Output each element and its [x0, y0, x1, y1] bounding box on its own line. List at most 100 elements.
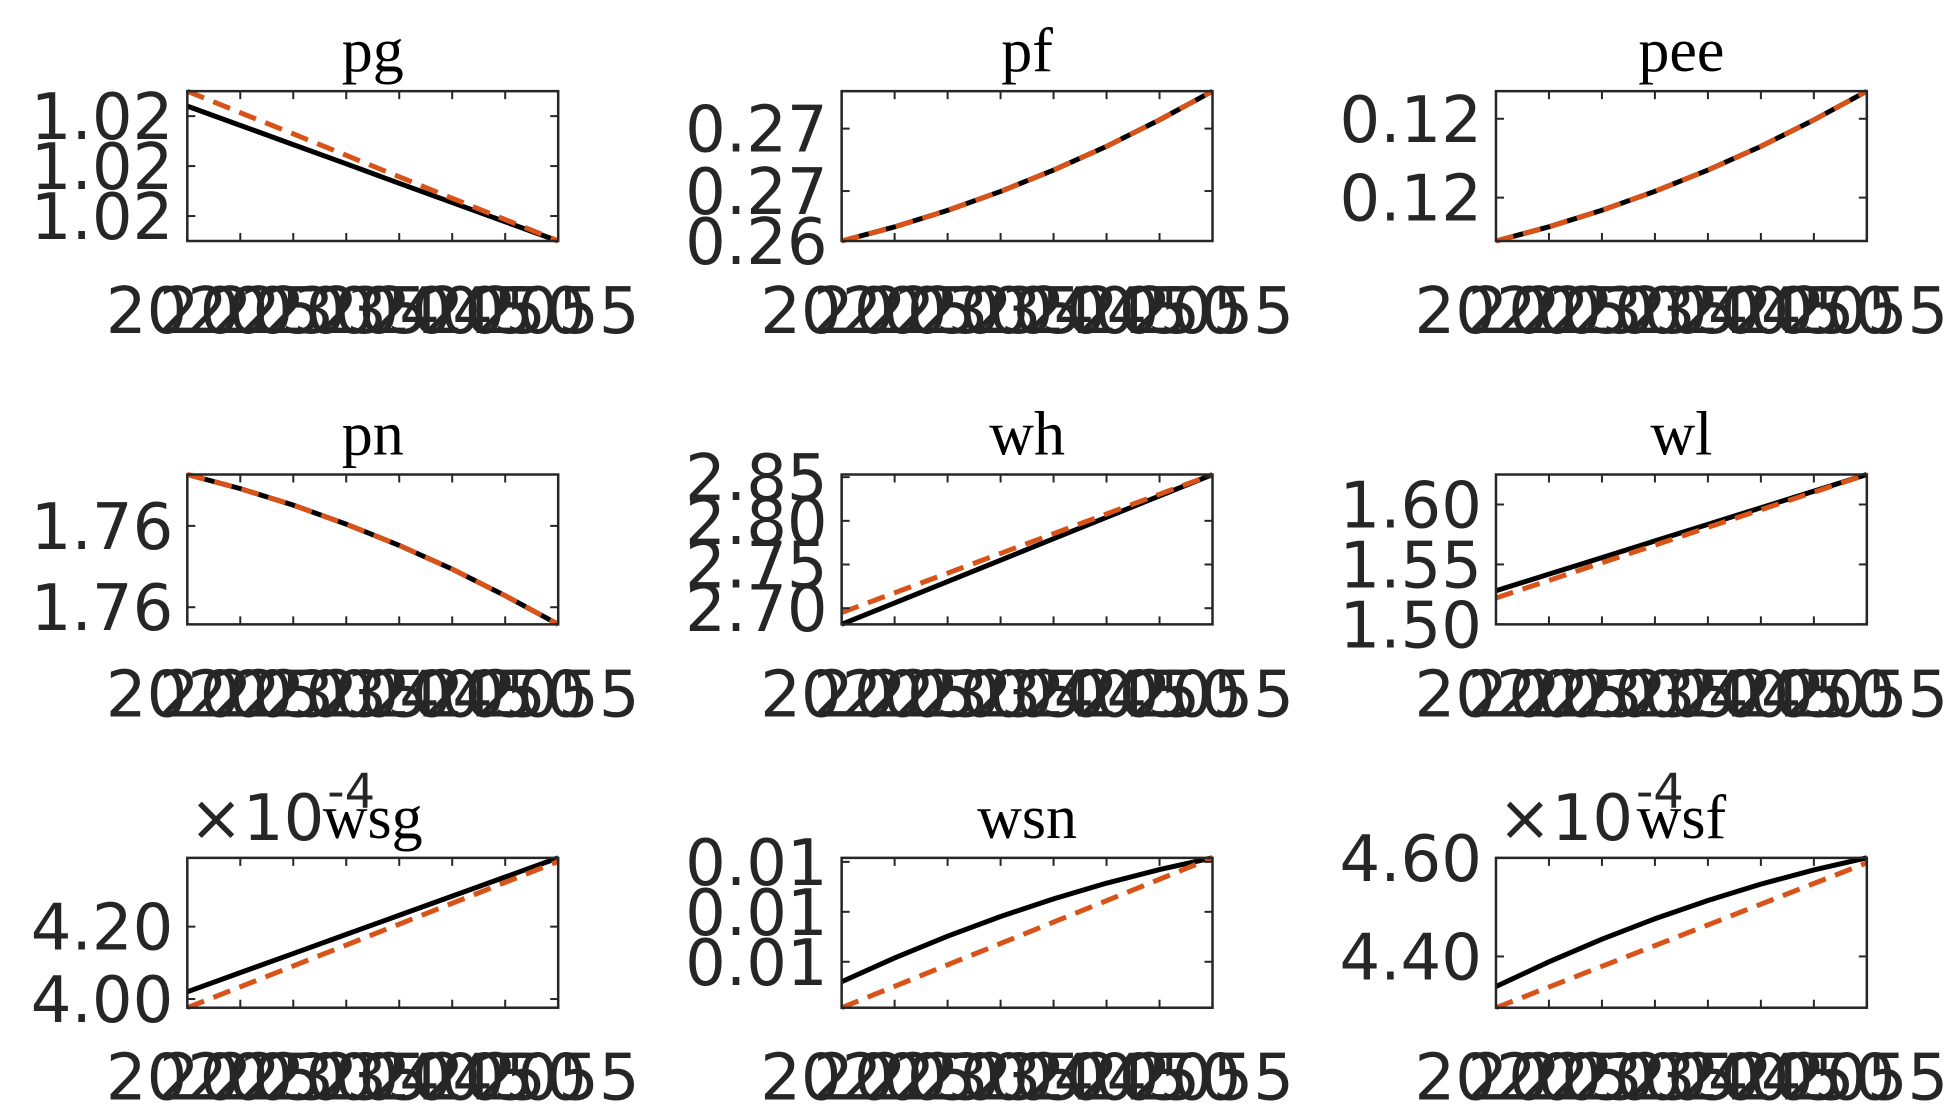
x-tick-label: 2055: [1785, 275, 1948, 349]
x-tick-label: 2040: [972, 275, 1135, 349]
x-tick-label: 2055: [1131, 1042, 1294, 1106]
x-tick-label: 2055: [477, 1042, 640, 1106]
series-line: [840, 88, 1214, 244]
x-tick-label: 2025: [1468, 658, 1631, 732]
y-tick-label: 4.60: [1339, 823, 1482, 897]
axes-box: [840, 89, 1214, 243]
subplot-title: wsg: [323, 784, 423, 852]
x-tick-label: 2045: [1679, 1042, 1842, 1106]
series-line: [186, 472, 560, 627]
x-tick-label: 2030: [866, 275, 1029, 349]
series-line: [186, 859, 560, 1011]
series-line: [1495, 860, 1868, 1011]
x-tick-label: 2045: [371, 1042, 534, 1106]
x-tick-label: 2025: [159, 658, 322, 732]
subplot-title: wsn: [977, 784, 1077, 852]
x-tick-label: 2050: [424, 1042, 587, 1106]
y-exponent: -4: [1636, 764, 1684, 820]
x-tick-label: 2040: [318, 658, 481, 732]
y-tick-label: 1.76: [31, 572, 174, 646]
axes-box: [1494, 89, 1869, 243]
x-tick-label: 2055: [1131, 658, 1294, 732]
x-tick-label: 2020: [760, 275, 923, 349]
x-tick-label: 2020: [1415, 658, 1578, 732]
series-line: [186, 855, 560, 995]
y-tick-label: 0.01: [685, 827, 828, 901]
x-tick-label: 2050: [1732, 1042, 1895, 1106]
y-tick-label: 0.01: [685, 877, 828, 951]
x-tick-label: 2030: [212, 275, 375, 349]
axes-box: [186, 856, 560, 1009]
x-tick-label: 2025: [159, 275, 322, 349]
y-tick-label: 4.20: [31, 892, 174, 966]
x-tick-label: 2055: [1785, 1042, 1948, 1106]
axes-box: [186, 89, 560, 243]
x-tick-label: 2035: [265, 1042, 428, 1106]
y-multiplier: ×10: [1498, 782, 1633, 856]
x-tick-label: 2035: [1573, 1042, 1736, 1106]
x-tick-label: 2040: [318, 275, 481, 349]
x-tick-label: 2020: [1415, 275, 1578, 349]
y-tick-label: 4.00: [31, 964, 174, 1038]
x-tick-label: 2020: [106, 658, 269, 732]
series-line: [1495, 88, 1869, 244]
series-line: [840, 855, 1214, 1011]
x-tick-label: 2035: [1573, 275, 1736, 349]
series-line: [1495, 472, 1868, 594]
x-tick-label: 2055: [1131, 275, 1294, 349]
x-tick-label: 2025: [159, 1042, 322, 1106]
subplot-title: pn: [342, 401, 404, 469]
x-tick-label: 2050: [424, 275, 587, 349]
x-tick-label: 2030: [866, 1042, 1029, 1106]
series-line: [1495, 88, 1869, 244]
subplot-title: wsf: [1637, 784, 1727, 852]
x-tick-label: 2025: [813, 658, 976, 732]
y-tick-label: 0.27: [685, 94, 828, 168]
y-exponent: -4: [327, 764, 375, 820]
x-tick-label: 2030: [1520, 275, 1683, 349]
y-tick-label: 4.40: [1339, 921, 1482, 995]
subplot-title: pg: [342, 17, 404, 85]
axes-box: [840, 856, 1214, 1009]
x-tick-label: 2055: [477, 658, 640, 732]
x-tick-label: 2025: [1468, 275, 1631, 349]
x-tick-label: 2020: [760, 1042, 923, 1106]
x-tick-label: 2020: [1415, 1042, 1578, 1106]
axes-box: [840, 473, 1214, 626]
x-tick-label: 2040: [972, 658, 1135, 732]
x-tick-label: 2020: [106, 275, 269, 349]
x-tick-label: 2050: [1732, 658, 1895, 732]
x-tick-label: 2040: [1626, 658, 1789, 732]
axes-box: [1494, 856, 1869, 1009]
x-tick-label: 2020: [760, 658, 923, 732]
x-tick-label: 2030: [212, 658, 375, 732]
subplot-title: wh: [989, 401, 1065, 469]
y-tick-label: 0.01: [685, 927, 828, 1001]
x-tick-label: 2045: [1679, 275, 1842, 349]
x-tick-label: 2040: [1626, 1042, 1789, 1106]
axes-box: [186, 473, 560, 626]
series-line: [186, 472, 560, 627]
x-tick-label: 2050: [1078, 275, 1241, 349]
series-line: [840, 472, 1214, 627]
series-line: [840, 88, 1214, 244]
x-tick-label: 2040: [1626, 275, 1789, 349]
y-tick-label: 0.26: [685, 206, 828, 280]
y-tick-label: 1.76: [31, 491, 174, 565]
x-tick-label: 2035: [919, 275, 1082, 349]
y-tick-label: 1.60: [1339, 469, 1482, 543]
series-line: [186, 88, 560, 244]
x-tick-label: 2045: [371, 658, 534, 732]
x-tick-label: 2045: [1025, 1042, 1188, 1106]
series-line: [186, 103, 560, 244]
x-tick-label: 2030: [1520, 658, 1683, 732]
y-tick-label: 2.85: [685, 442, 828, 516]
y-tick-label: 1.02: [31, 81, 174, 155]
x-tick-label: 2035: [1573, 658, 1736, 732]
x-tick-label: 2020: [106, 1042, 269, 1106]
series-line: [1495, 472, 1868, 601]
y-tick-label: 2.75: [685, 530, 828, 604]
axes-box: [1494, 473, 1869, 626]
